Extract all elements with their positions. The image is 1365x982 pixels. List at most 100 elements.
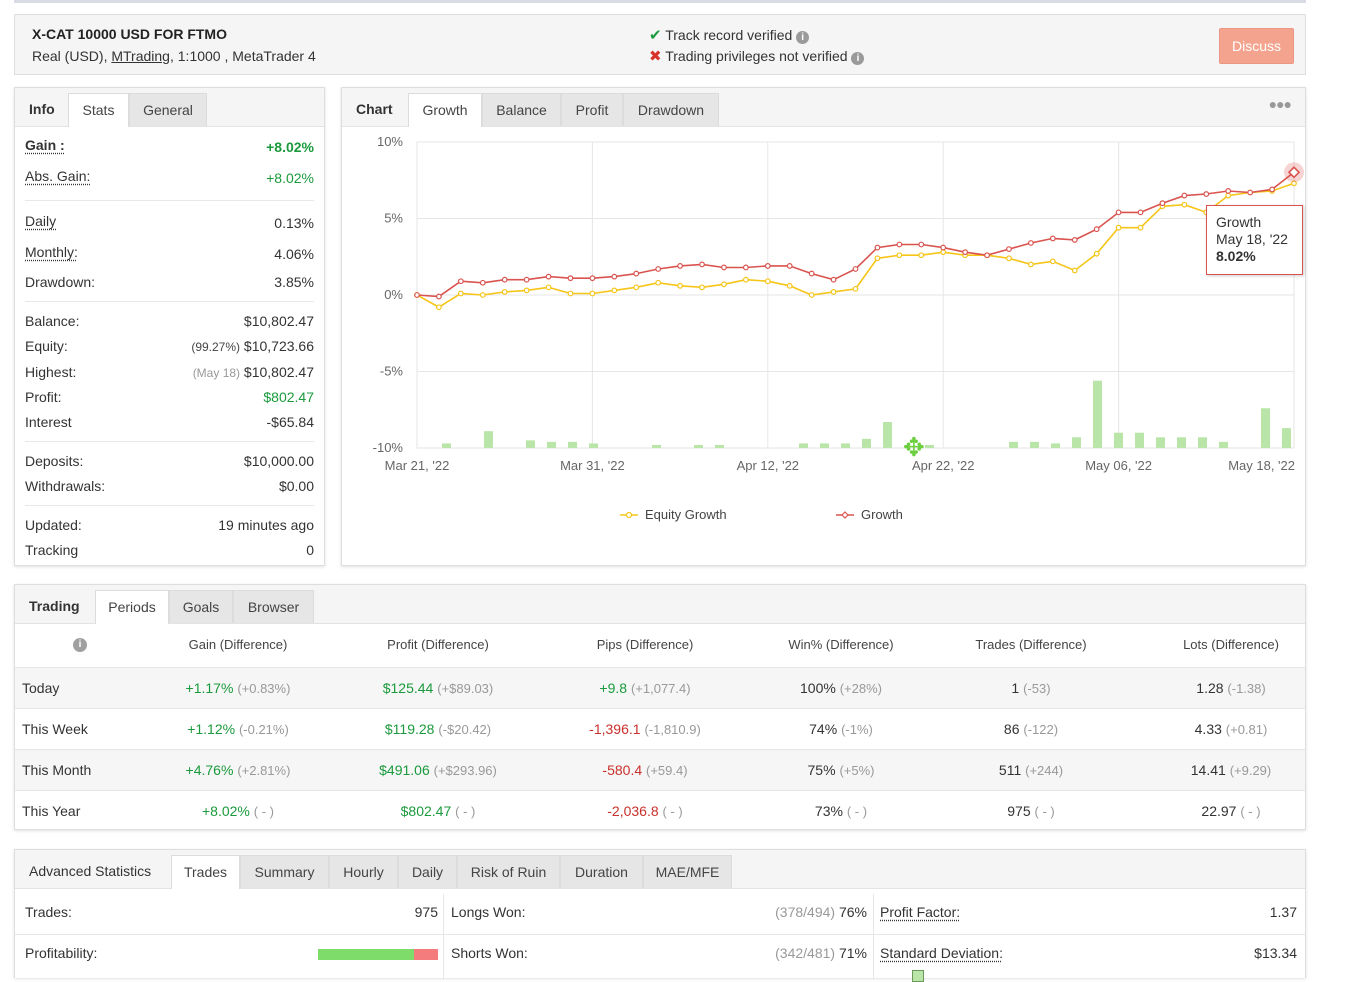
profit-cell: $491.06 (+$293.96) [353,750,523,791]
tab-hourly[interactable]: Hourly [329,855,398,888]
profitability-bar-win [318,949,414,960]
equity-growth-point [457,290,464,297]
profit-value: $491.06 [379,762,430,778]
trades-value: 975 [414,904,438,920]
tooltip-date: May 18, '22 [1216,231,1288,247]
profitability-bar [318,949,438,960]
lots-value: 1.28 [1196,680,1224,696]
track-record-status: ✔ Track record verified i [649,26,810,44]
period-label: This Week [22,721,88,737]
growth-point [962,249,969,256]
profit-value: $125.44 [382,680,434,696]
tab-periods[interactable]: Periods [95,590,169,624]
equity-growth-point [874,255,881,262]
pips-value: +9.8 [599,680,628,696]
tab-trading[interactable]: Trading [29,598,80,614]
volume-bar [799,443,808,448]
win-diff: ( - ) [846,804,868,819]
trades-diff: (-122) [1023,722,1059,737]
equity-growth-point [1181,201,1188,208]
profit-diff: (-$20.42) [438,722,492,737]
std-dev-label[interactable]: Standard Deviation: [880,945,1003,961]
growth-point [764,263,771,269]
lots-cell: 4.33 (+0.81) [1146,709,1316,750]
profit-value: $119.28 [384,721,435,737]
tab-trades[interactable]: Trades [171,855,240,889]
tab-drawdown[interactable]: Drawdown [623,93,719,126]
monthly-label[interactable]: Monthly: [25,244,78,260]
highest-date: (May 18) [192,366,241,380]
volume-bar [484,431,493,448]
equity-percent: (99.27%) [191,340,241,354]
pips-value: -1,396.1 [589,721,641,737]
tab-risk-of-ruin[interactable]: Risk of Ruin [457,855,560,888]
growth-point [633,270,640,277]
equity-growth-point [436,304,442,311]
tab-advanced-statistics[interactable]: Advanced Statistics [29,863,152,879]
growth-point [1006,246,1012,252]
table-row: This Week +1.12% (-0.21%) $119.28 (-$20.… [15,708,1305,750]
tab-profit[interactable]: Profit [561,93,623,126]
tab-info[interactable]: Info [29,101,55,117]
system-header: X-CAT 10000 USD FOR FTMO Real (USD), MTr… [14,14,1306,75]
equity-growth-point [1291,180,1297,187]
y-tick-label: -10% [373,440,404,455]
win-value: 75% [807,762,836,778]
x-tick-label: May 06, '22 [1085,458,1152,473]
win-cell: 75% (+5%) [756,750,926,791]
tab-balance[interactable]: Balance [482,93,561,126]
daily-label[interactable]: Daily [25,213,57,229]
tracking-value: 0 [306,542,314,558]
growth-point [918,241,925,248]
interest-label: Interest [25,414,72,430]
equity-growth-point [523,287,530,294]
info-icon[interactable]: i [796,31,810,44]
volume-bar [715,444,724,448]
win-cell: 74% (-1%) [756,709,926,750]
updated-value: 19 minutes ago [218,517,314,533]
lots-cell: 1.28 (-1.38) [1146,668,1316,709]
trades-value: 975 [1007,803,1031,819]
trades-label: Trades: [25,904,72,920]
highest-label: Highest: [25,364,77,380]
discuss-button[interactable]: Discuss [1219,28,1294,64]
volume-bar [1135,432,1144,448]
tab-chart[interactable]: Chart [356,101,393,117]
tab-stats[interactable]: Stats [68,93,129,127]
equity-growth-point [918,252,925,259]
info-icon[interactable]: i [73,638,87,652]
tab-growth[interactable]: Growth [408,93,482,127]
volume-bar [568,441,577,448]
volume-bar [526,440,535,448]
tab-goals[interactable]: Goals [169,590,233,623]
pips-value: -580.4 [602,762,643,778]
tab-browser[interactable]: Browser [233,590,314,623]
lots-value: 4.33 [1194,721,1222,737]
tab-mae-mfe[interactable]: MAE/MFE [643,855,732,888]
advanced-tabbar: Advanced Statistics Trades Summary Hourl… [15,850,1305,889]
volume-bar [883,421,892,448]
equity-growth-point [501,289,508,295]
more-dots-icon[interactable]: ●●● [1268,96,1292,112]
abs-gain-row: Abs. Gain: +8.02% [25,168,314,190]
tab-duration[interactable]: Duration [560,855,643,888]
gain-cell: +4.76% (+2.81%) [153,750,323,791]
shorts-won-value: 71% [838,945,867,961]
tab-general[interactable]: General [129,93,207,126]
abs-gain-label[interactable]: Abs. Gain: [25,168,91,184]
trades-cell: 1 (-53) [946,668,1116,709]
info-icon[interactable]: i [851,52,865,65]
equity-growth-point [479,292,486,298]
tab-daily[interactable]: Daily [398,855,457,888]
growth-point [611,273,618,280]
legend-label-equity: Equity Growth [645,507,727,522]
broker-link[interactable]: MTrading [111,48,170,64]
equity-growth-point [611,287,618,294]
tab-summary[interactable]: Summary [240,855,329,888]
profit-factor-label[interactable]: Profit Factor: [880,904,961,920]
pips-cell: -1,396.1 (-1,810.9) [560,709,730,750]
gain-label[interactable]: Gain : [25,137,65,153]
gain-diff: (-0.21%) [238,722,289,737]
equity-growth-point [589,290,596,297]
volume-bar [1261,408,1270,448]
